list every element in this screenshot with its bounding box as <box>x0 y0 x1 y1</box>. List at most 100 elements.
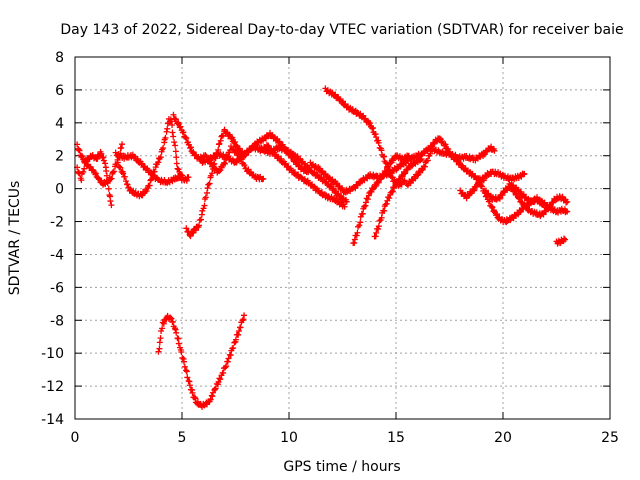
data-point <box>341 203 348 210</box>
data-point <box>480 175 487 182</box>
data-point <box>207 396 214 403</box>
data-point <box>105 185 112 192</box>
data-point <box>109 169 116 176</box>
data-point <box>373 134 380 141</box>
data-point <box>202 152 209 159</box>
data-point <box>206 180 213 187</box>
data-point <box>359 210 366 217</box>
data-point <box>241 162 248 169</box>
data-point <box>501 189 508 196</box>
data-point <box>476 153 483 160</box>
data-point <box>372 183 379 190</box>
data-point <box>417 156 424 163</box>
data-point <box>170 111 177 118</box>
data-point <box>375 223 382 230</box>
x-tick-label: 15 <box>387 430 405 446</box>
data-point <box>114 159 121 166</box>
x-tick-label: 5 <box>178 430 187 446</box>
series-arc-c <box>114 115 192 200</box>
data-point <box>197 216 204 223</box>
data-point <box>547 203 554 210</box>
data-point <box>102 160 109 167</box>
data-point <box>401 177 408 184</box>
data-point <box>160 145 167 152</box>
data-point <box>156 345 163 352</box>
data-point <box>235 331 242 338</box>
data-point <box>78 177 85 184</box>
data-point <box>162 134 169 141</box>
data-point <box>169 318 176 325</box>
data-point <box>385 163 392 170</box>
y-axis-label: SDTVAR / TECUs <box>7 181 23 296</box>
data-point <box>412 175 419 182</box>
data-point <box>248 168 255 175</box>
data-point <box>175 340 182 347</box>
y-tick-label: 6 <box>55 83 64 99</box>
data-point <box>562 236 569 243</box>
series-arc-m <box>371 155 425 240</box>
data-point <box>108 175 115 182</box>
data-point <box>100 157 107 164</box>
plot-frame <box>74 56 611 420</box>
data-point <box>182 134 189 141</box>
data-point <box>488 203 495 210</box>
data-point <box>265 142 272 149</box>
data-point <box>81 165 88 172</box>
data-point <box>107 198 114 205</box>
data-point <box>540 202 547 209</box>
data-point <box>106 192 113 199</box>
data-point <box>241 312 248 319</box>
data-point <box>357 219 364 226</box>
data-point <box>260 175 267 182</box>
data-point <box>168 315 175 322</box>
data-point <box>172 326 179 333</box>
data-point <box>382 201 389 208</box>
data-point <box>76 147 83 154</box>
data-point <box>564 198 571 205</box>
data-point <box>217 137 224 144</box>
series-arc-j <box>322 85 408 189</box>
data-point <box>514 186 521 193</box>
data-point <box>402 170 409 177</box>
data-point <box>174 165 181 172</box>
data-point <box>339 195 346 202</box>
series-arc-f <box>155 312 248 410</box>
data-point <box>196 222 203 229</box>
data-point <box>361 203 368 210</box>
data-point <box>171 139 178 146</box>
data-point <box>217 376 224 383</box>
data-point <box>164 125 171 132</box>
x-tick-label: 25 <box>601 430 619 446</box>
data-point <box>397 163 404 170</box>
data-point <box>181 363 188 370</box>
data-point <box>159 325 166 332</box>
data-point <box>179 354 186 361</box>
data-point <box>218 164 225 171</box>
data-point <box>354 229 361 236</box>
data-point <box>148 169 155 176</box>
data-point <box>209 393 216 400</box>
data-point <box>146 182 153 189</box>
data-point <box>210 161 217 168</box>
data-point <box>367 120 374 127</box>
data-point <box>211 160 218 167</box>
data-point <box>205 181 212 188</box>
data-point <box>189 389 196 396</box>
data-point <box>163 128 170 135</box>
data-point <box>343 198 350 205</box>
data-point <box>386 195 393 202</box>
data-point <box>170 133 177 140</box>
data-point <box>157 154 164 161</box>
data-point <box>110 168 117 175</box>
data-point <box>180 358 187 365</box>
series-arc-g <box>183 126 312 240</box>
data-point <box>356 222 363 229</box>
data-point <box>172 116 179 123</box>
data-point <box>172 142 179 149</box>
data-point <box>119 141 126 148</box>
data-point <box>418 156 425 163</box>
data-point <box>319 168 326 175</box>
data-point <box>178 349 185 356</box>
data-point <box>239 317 246 324</box>
data-point <box>104 180 111 187</box>
